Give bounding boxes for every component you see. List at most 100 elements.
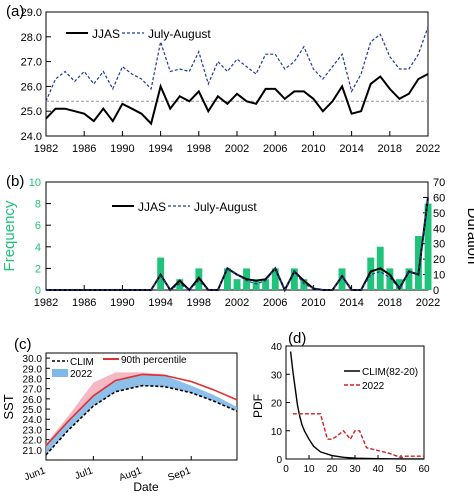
panel-a-series bbox=[45, 26, 429, 126]
legend-jjas-label: JJAS bbox=[92, 27, 120, 41]
frequency-tick-label: 8 bbox=[35, 199, 41, 211]
y-tick-label: 10 bbox=[271, 427, 283, 438]
x-tick-label: 2002 bbox=[225, 143, 249, 155]
panel-c-yticks: 21.022.023.024.025.026.027.028.029.030.0 bbox=[23, 354, 50, 457]
frequency-bar bbox=[262, 279, 270, 290]
x-tick-label: 0 bbox=[283, 464, 289, 475]
y-tick-label: 24.0 bbox=[23, 415, 43, 426]
x-tick-label: Jul1 bbox=[73, 465, 94, 482]
legend-clim8220-label: CLIM(82-20) bbox=[362, 367, 418, 378]
frequency-tick-label: 0 bbox=[35, 285, 41, 297]
duration-tick-label: 10 bbox=[433, 270, 445, 282]
legend-july-august-label: July-August bbox=[194, 200, 257, 214]
panel-b-xticks: 1982 1986 1990 1994 1998 2002 2006 2010 2014 2018… bbox=[34, 285, 440, 309]
x-tick-label: 1998 bbox=[187, 143, 211, 155]
frequency-bar bbox=[233, 279, 241, 290]
panel-d-yticks: 0 10 20 30 40 bbox=[271, 342, 290, 466]
frequency-bar bbox=[176, 279, 184, 290]
y-tick-label: 27.0 bbox=[23, 385, 43, 396]
frequency-bar bbox=[224, 268, 231, 290]
x-tick-label: 30 bbox=[349, 464, 361, 475]
panel-a-legend: JJAS July-August bbox=[66, 27, 211, 41]
y-tick-label: 30.0 bbox=[23, 354, 43, 365]
x-tick-label: 1990 bbox=[110, 143, 134, 155]
frequency-bar bbox=[367, 257, 375, 290]
x-tick-label: 2006 bbox=[263, 297, 287, 309]
y-tick-label: 20 bbox=[271, 399, 283, 410]
y-tick-label: 29.0 bbox=[23, 364, 43, 375]
panel-a-label: (a) bbox=[6, 3, 24, 20]
y-tick-label: 28.0 bbox=[21, 32, 42, 44]
legend-2022-swatch bbox=[52, 369, 68, 377]
panel-b-duration-ticks: 0 10 20 30 40 50 60 70 bbox=[423, 177, 445, 297]
frequency-bar bbox=[386, 268, 394, 290]
duration-tick-label: 40 bbox=[433, 223, 445, 235]
y-tick-label: 29.0 bbox=[21, 7, 42, 19]
date-axis-title: Date bbox=[133, 480, 159, 494]
frequency-bar bbox=[405, 268, 413, 290]
x-tick-label: 1982 bbox=[34, 297, 58, 309]
duration-tick-label: 30 bbox=[433, 239, 445, 251]
x-tick-label: 2014 bbox=[339, 297, 363, 309]
frequency-bar bbox=[271, 268, 279, 290]
x-tick-label: 2002 bbox=[225, 297, 249, 309]
series-line-jjas bbox=[45, 73, 429, 126]
panel-c-series bbox=[45, 373, 238, 456]
frequency-bar bbox=[300, 279, 308, 290]
panel-c-frame bbox=[45, 352, 238, 461]
panel-c-legend: CLIM 90th percentile 2022 bbox=[52, 355, 187, 380]
frequency-tick-label: 2 bbox=[35, 263, 41, 275]
legend-july-august-label: July-August bbox=[148, 27, 211, 41]
x-tick-label: 2010 bbox=[301, 297, 325, 309]
duration-tick-label: 60 bbox=[433, 192, 445, 204]
legend-clim-label: CLIM bbox=[70, 357, 94, 368]
frequency-bar bbox=[290, 268, 298, 290]
x-tick-label: 2022 bbox=[416, 143, 440, 155]
x-tick-label: 1986 bbox=[72, 143, 96, 155]
legend-2022-label: 2022 bbox=[70, 369, 93, 380]
y-tick-label: 26.0 bbox=[23, 395, 43, 406]
duration-line-july-august bbox=[46, 197, 429, 292]
x-tick-label: 2018 bbox=[378, 143, 402, 155]
panel-a-xticks: 1982 1986 1990 1994 1998 2002 2006 2010 2014 2018… bbox=[34, 131, 440, 155]
x-tick-label: 2010 bbox=[301, 143, 325, 155]
legend-jjas-label: JJAS bbox=[138, 200, 166, 214]
y-tick-label: 21.0 bbox=[23, 446, 43, 457]
duration-tick-label: 70 bbox=[433, 177, 445, 189]
panel-a: (a) 24.0 25.0 26.0 27.0 28.0 29.0 1982 1986 199… bbox=[6, 3, 440, 155]
y-tick-label: 26.0 bbox=[21, 81, 42, 93]
frequency-tick-label: 6 bbox=[35, 220, 41, 232]
x-tick-label: 50 bbox=[395, 464, 407, 475]
duration-tick-label: 50 bbox=[433, 208, 445, 220]
y-tick-label: 28.0 bbox=[23, 374, 43, 385]
duration-tick-label: 0 bbox=[433, 285, 439, 297]
duration-tick-label: 20 bbox=[433, 254, 445, 266]
panel-b-series bbox=[46, 197, 429, 293]
panel-c: (c) SST Date 21.022.023.024.025.026.027.… bbox=[1, 336, 238, 494]
y-tick-label: 40 bbox=[271, 342, 283, 353]
y-tick-label: 24.0 bbox=[21, 131, 42, 143]
panel-d-label: (d) bbox=[288, 330, 306, 347]
duration-axis-title: Duration bbox=[464, 208, 474, 265]
y-tick-label: 27.0 bbox=[21, 57, 42, 69]
x-tick-label: 1986 bbox=[72, 297, 96, 309]
frequency-tick-label: 10 bbox=[29, 177, 41, 189]
y-tick-label: 25.0 bbox=[21, 106, 42, 118]
pdf-axis-title: PDF bbox=[251, 394, 265, 418]
x-tick-label: 1994 bbox=[148, 297, 172, 309]
series-line-clim bbox=[45, 384, 238, 456]
x-tick-label: 60 bbox=[418, 464, 430, 475]
panel-b-legend: JJAS July-August bbox=[112, 200, 257, 214]
y-tick-label: 23.0 bbox=[23, 425, 43, 436]
series-line-2022 bbox=[292, 413, 424, 459]
y-tick-label: 22.0 bbox=[23, 436, 43, 447]
frequency-bar bbox=[252, 279, 260, 290]
frequency-bar bbox=[338, 268, 346, 290]
x-tick-label: 40 bbox=[372, 464, 384, 475]
frequency-bar bbox=[415, 236, 422, 290]
panel-d-legend: CLIM(82-20) 2022 bbox=[344, 367, 418, 392]
frequency-axis-title: Frequency bbox=[1, 200, 18, 271]
x-tick-label: 2014 bbox=[339, 143, 363, 155]
x-tick-label: 20 bbox=[326, 464, 338, 475]
